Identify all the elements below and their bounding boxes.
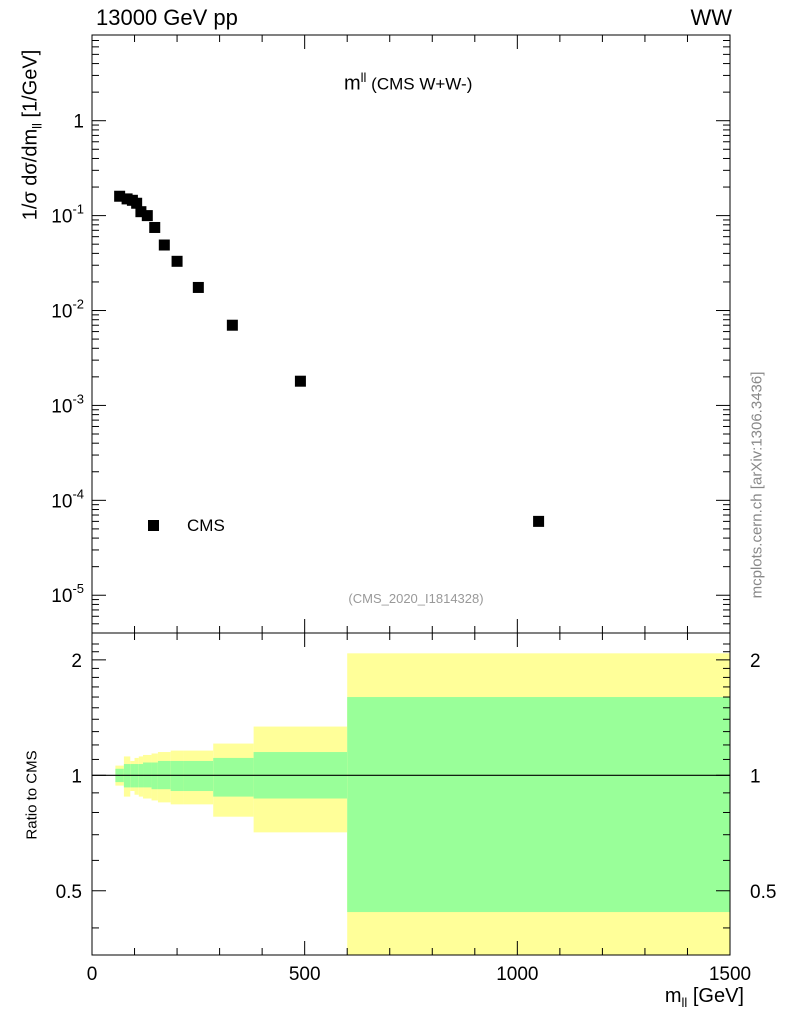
- y-tick-label: 10-1: [51, 202, 84, 228]
- ratio-y-tick-label-right: 0.5: [750, 882, 776, 903]
- y-tick-label: 10-3: [51, 391, 84, 417]
- ratio-y-tick-label-right: 1: [750, 766, 761, 787]
- y-tick-label: 10-2: [51, 297, 84, 323]
- data-point: [226, 319, 238, 331]
- y-axis-label-rest: [1/GeV]: [19, 49, 42, 124]
- analysis-id-label: (CMS_2020_I1814328): [348, 591, 484, 606]
- x-tick-label: 500: [289, 964, 321, 985]
- ratio-y-tick-label: 1: [71, 766, 82, 787]
- chart-title-main: m: [344, 72, 361, 95]
- chart-title: mll (CMS W+W-): [344, 70, 472, 96]
- x-axis-label: mll [GeV]: [665, 985, 744, 1010]
- ratio-y-tick-label-right: 2: [750, 651, 761, 672]
- data-point: [171, 255, 183, 267]
- ratio-band-inner: [213, 757, 254, 797]
- y-axis-label-sub: ll: [29, 123, 45, 129]
- main-panel: 1 10-1 10-2 10-3 10-4 10-5: [51, 34, 731, 634]
- x-axis-label-sub: ll: [681, 995, 688, 1010]
- header-process-label: WW: [690, 5, 732, 30]
- x-axis-label-rest: [GeV]: [687, 985, 744, 1007]
- ratio-y-tick-label: 0.5: [56, 882, 82, 903]
- chart-title-sup: ll: [360, 70, 367, 85]
- y-axis-label: 1/σ dσ/dmll [1/GeV]: [20, 50, 45, 221]
- data-point: [149, 221, 161, 233]
- y-tick-label: 1: [73, 112, 84, 133]
- y-tick-label: 10-4: [51, 486, 84, 512]
- ratio-y-axis-label: Ratio to CMS: [23, 750, 41, 840]
- data-point: [158, 239, 170, 251]
- data-point: [192, 281, 204, 293]
- ratio-band-inner: [347, 697, 730, 913]
- ratio-band-inner: [183, 760, 214, 792]
- y-axis-label-main: 1/σ dσ/dm: [19, 128, 42, 221]
- header-energy-label: 13000 GeV pp: [96, 5, 238, 30]
- watermark-label: mcplots.cern.ch [arXiv:1306.3436]: [748, 371, 766, 599]
- data-point: [114, 190, 126, 202]
- ratio-panel: 0 500 1000 1500 0.5 0.5 1 1 2 2: [56, 632, 776, 985]
- chart-title-rest: (CMS W+W-): [366, 74, 473, 94]
- data-point: [141, 210, 153, 222]
- main-frame: [91, 34, 731, 634]
- data-point: [533, 515, 545, 527]
- legend-label: CMS: [187, 516, 225, 535]
- x-tick-label: 1500: [709, 964, 751, 985]
- legend-marker: [148, 520, 159, 531]
- ratio-y-tick-label: 2: [71, 651, 82, 672]
- ratio-band-inner: [170, 760, 184, 792]
- data-point: [294, 375, 306, 387]
- x-axis-label-main: m: [664, 985, 682, 1007]
- x-tick-label: 1000: [496, 964, 538, 985]
- data-point: [131, 197, 143, 209]
- y-tick-label: 10-5: [51, 581, 84, 607]
- data-point: [135, 206, 147, 218]
- x-tick-label: 0: [87, 964, 98, 985]
